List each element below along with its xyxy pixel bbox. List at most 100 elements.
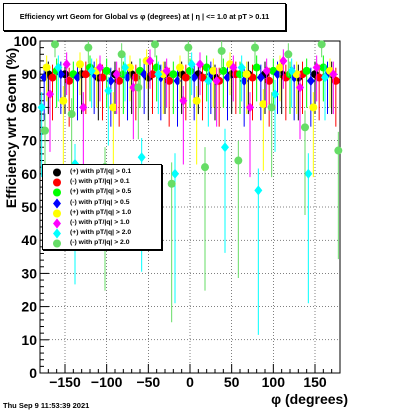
- legend-label: (-) with pT/|q| > 0.5: [70, 198, 130, 206]
- x-tick-label: −150: [49, 374, 81, 390]
- data-point: [162, 65, 171, 76]
- data-point: [251, 43, 259, 52]
- data-point: [242, 70, 251, 79]
- data-point: [176, 63, 184, 72]
- legend-marker-shape: [53, 239, 61, 248]
- legend-marker-shape: [53, 198, 61, 209]
- y-tick-label: 30: [21, 265, 37, 281]
- data-point: [179, 95, 188, 106]
- y-tick-label: 70: [21, 133, 37, 149]
- data-point: [152, 63, 161, 72]
- legend-marker: [53, 218, 61, 229]
- data-point: [204, 75, 213, 86]
- data-point: [221, 142, 229, 153]
- legend-marker: [53, 188, 61, 197]
- data-point: [279, 55, 288, 66]
- legend-label: (+) with pT/|q| > 0.5: [70, 188, 132, 196]
- legend-marker-shape: [53, 168, 61, 177]
- data-point: [84, 43, 93, 52]
- data-point: [121, 62, 129, 73]
- data-point: [248, 73, 257, 82]
- legend-marker: [53, 228, 61, 239]
- data-point: [112, 69, 121, 80]
- legend-entry: (-) with pT/|q| > 1.0: [43, 218, 161, 229]
- data-point: [219, 66, 228, 75]
- data-point: [321, 72, 329, 83]
- data-point: [252, 63, 261, 72]
- legend: (+) with pT/|q| > 0.1 (-) with pT/|q| > 0…: [42, 164, 162, 250]
- data-point: [151, 40, 159, 49]
- data-point: [292, 70, 301, 79]
- data-point: [137, 152, 146, 163]
- data-point: [154, 69, 163, 80]
- data-point: [184, 43, 193, 52]
- data-point: [237, 62, 246, 73]
- series-5: [46, 49, 338, 178]
- y-tick-label: 80: [21, 99, 37, 115]
- data-point: [146, 55, 154, 66]
- data-point: [302, 66, 311, 75]
- data-point: [287, 65, 296, 76]
- data-point: [196, 59, 204, 70]
- y-tick-label: 90: [21, 66, 37, 82]
- data-point: [259, 100, 268, 109]
- x-axis-label: φ (degrees): [271, 391, 348, 407]
- axes: 0 10 20 30 40 50 60 70 80 90 100 −150 −100 −50 0 50 100 1…: [14, 33, 333, 390]
- data-point: [309, 103, 318, 112]
- y-tick-label: 100: [14, 33, 38, 49]
- data-point: [271, 89, 279, 100]
- legend-marker-shape: [53, 188, 61, 197]
- legend-marker: [53, 178, 61, 187]
- data-point: [126, 63, 134, 72]
- data-point: [169, 70, 178, 79]
- data-point: [296, 82, 304, 93]
- x-tick-label: 0: [186, 374, 194, 390]
- data-point: [62, 59, 71, 70]
- data-point: [167, 179, 176, 188]
- y-tick-label: 0: [29, 365, 37, 381]
- legend-entry: (-) with pT/|q| > 0.1: [43, 177, 161, 187]
- legend-marker: [53, 168, 61, 177]
- data-point: [67, 110, 76, 119]
- data-point: [76, 60, 84, 69]
- data-point: [117, 50, 126, 59]
- data-point: [186, 66, 194, 75]
- data-point: [79, 102, 88, 113]
- legend-marker: [53, 209, 61, 218]
- legend-entry: (+) with pT/|q| > 1.0: [43, 208, 161, 218]
- y-tick-label: 20: [21, 299, 37, 315]
- data-point: [329, 69, 338, 80]
- data-point: [234, 156, 243, 165]
- x-tick-label: 50: [224, 374, 240, 390]
- data-point: [102, 66, 111, 75]
- data-point: [246, 102, 254, 113]
- x-tick-label: 100: [262, 374, 286, 390]
- data-point: [134, 83, 143, 92]
- legend-entry: (-) with pT/|q| > 2.0: [43, 238, 161, 248]
- y-axis-label: Efficiency wrt Geom (%): [3, 47, 19, 209]
- legend-marker: [53, 198, 61, 209]
- legend-label: (-) with pT/|q| > 0.1: [70, 178, 130, 186]
- legend-marker: [53, 239, 61, 248]
- chart-title: Efficiency wrt Geom for Global vs φ (deg…: [3, 3, 286, 31]
- data-point: [256, 72, 265, 83]
- data-point: [181, 73, 190, 82]
- legend-label: (+) with pT/|q| > 2.0: [70, 229, 132, 237]
- data-point: [96, 62, 104, 73]
- legend-entry: (+) with pT/|q| > 0.5: [43, 187, 161, 197]
- data-point: [48, 73, 57, 82]
- data-point: [41, 126, 49, 135]
- data-point: [334, 146, 343, 155]
- legend-marker-shape: [53, 178, 61, 187]
- data-point: [187, 59, 196, 70]
- data-point: [209, 66, 218, 75]
- data-point: [109, 103, 118, 112]
- data-marks: [37, 40, 343, 335]
- data-point: [317, 40, 326, 49]
- x-tick-label: −100: [91, 374, 123, 390]
- legend-entry: (+) with pT/|q| > 2.0: [43, 228, 161, 239]
- data-point: [267, 103, 276, 112]
- data-point: [301, 123, 309, 132]
- data-point: [254, 185, 263, 196]
